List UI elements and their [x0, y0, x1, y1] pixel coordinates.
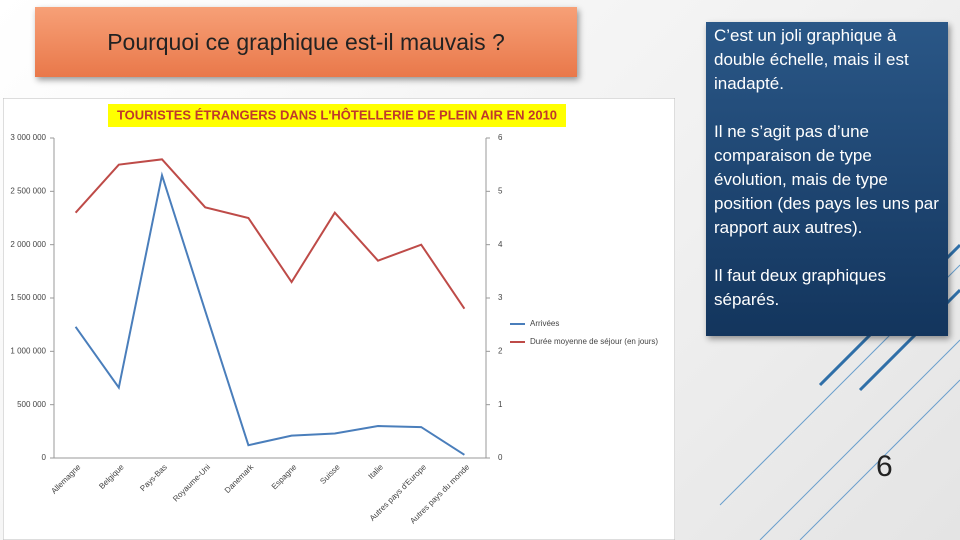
series-line: [74, 158, 466, 310]
y-tick-label: 0: [42, 453, 47, 462]
y2-tick-label: 5: [498, 186, 503, 195]
text-box: C’est un joli graphique à double échelle…: [706, 22, 948, 336]
legend-label: Arrivées: [530, 319, 559, 328]
y-tick-label: 1 000 000: [10, 346, 46, 355]
y-tick-label: 2 500 000: [10, 186, 46, 195]
y2-tick-label: 1: [498, 400, 503, 409]
y2-tick-label: 3: [498, 293, 503, 302]
series-line: [74, 171, 465, 456]
y2-tick-label: 4: [498, 240, 503, 249]
chart: TOURISTES ÉTRANGERS DANS L'HÔTELLERIE DE…: [3, 98, 675, 540]
y-tick-label: 1 500 000: [10, 293, 46, 302]
y-tick-label: 500 000: [17, 400, 46, 409]
chart-title: TOURISTES ÉTRANGERS DANS L'HÔTELLERIE DE…: [117, 107, 557, 122]
paragraph: Il ne s’agit pas d’une comparaison de ty…: [714, 122, 939, 237]
y-tick-label: 2 000 000: [10, 240, 46, 249]
chart-area: [3, 98, 675, 540]
legend-label: Durée moyenne de séjour (en jours): [530, 337, 658, 346]
y2-tick-label: 2: [498, 346, 503, 355]
paragraph: C’est un joli graphique à double échelle…: [714, 26, 909, 93]
slide-title: Pourquoi ce graphique est-il mauvais ?: [35, 7, 577, 77]
y2-tick-label: 0: [498, 453, 503, 462]
title-highlight: [108, 104, 566, 127]
paragraph: Il faut deux graphiques séparés.: [714, 266, 887, 309]
page-number: 6: [876, 450, 893, 483]
y-tick-label: 3 000 000: [10, 133, 46, 142]
y2-tick-label: 6: [498, 133, 503, 142]
